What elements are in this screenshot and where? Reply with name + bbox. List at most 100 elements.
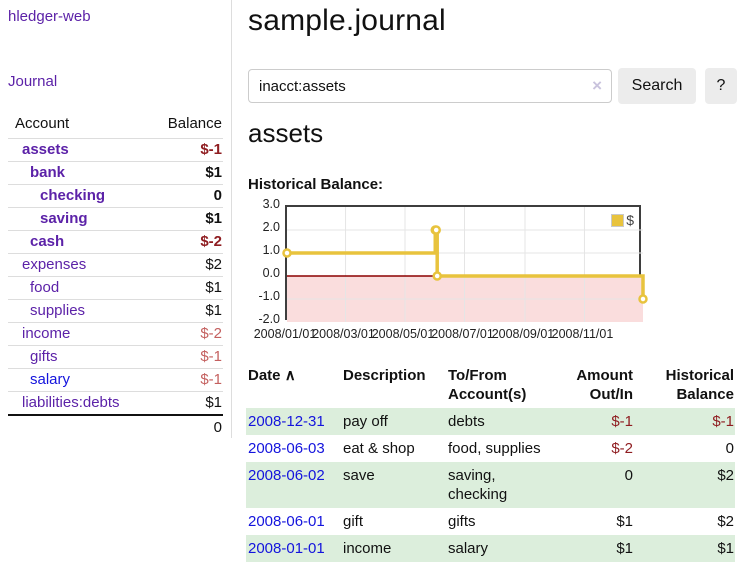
legend-label: $ [626, 212, 634, 228]
account-row: income $-2 [8, 322, 223, 346]
account-link[interactable]: food [30, 279, 60, 296]
transaction-accounts: gifts [448, 513, 476, 530]
account-balance: $1 [146, 391, 223, 415]
account-link[interactable]: income [22, 325, 71, 342]
header-balance: Historical Balance [665, 367, 734, 403]
account-balance: $-2 [146, 230, 223, 254]
transaction-date-link[interactable]: 2008-12-31 [248, 413, 325, 430]
account-row: cash $-2 [8, 230, 223, 254]
transaction-amount: $-2 [611, 440, 633, 457]
transaction-amount: 0 [624, 467, 633, 484]
account-balance: $1 [146, 161, 223, 185]
sidebar: hledger-web Journal Account Balance asse… [0, 0, 232, 439]
account-row: salary $-1 [8, 368, 223, 392]
transaction-date-link[interactable]: 2008-06-02 [248, 467, 325, 484]
transaction-balance: $-1 [712, 413, 734, 430]
page-title: sample.journal [248, 4, 446, 37]
header-accounts: To/From Account(s) [448, 367, 527, 403]
account-link[interactable]: bank [30, 164, 66, 181]
account-row: gifts $-1 [8, 345, 223, 369]
x-axis-tick-label: 2008/01/01 [253, 327, 317, 341]
nav-journal-link[interactable]: Journal [8, 73, 58, 90]
account-link[interactable]: checking [40, 187, 106, 204]
account-balance: $2 [146, 253, 223, 277]
account-link[interactable]: saving [40, 210, 88, 227]
search-form: × Search ? [248, 68, 737, 104]
search-input-wrap: × [248, 69, 612, 103]
register-row: 2008-06-03 eat & shop food, supplies $-2 0 [246, 435, 735, 462]
transaction-date-link[interactable]: 2008-01-01 [248, 540, 325, 557]
transaction-description: gift [343, 513, 364, 530]
transaction-amount: $1 [616, 540, 633, 557]
account-balance: $-1 [146, 368, 223, 392]
account-link[interactable]: cash [30, 233, 65, 250]
account-tree: Account Balance assets $-1 bank $1 checking 0… [8, 112, 223, 439]
account-link[interactable]: gifts [30, 348, 58, 365]
account-link[interactable]: assets [22, 141, 69, 158]
account-row: saving $1 [8, 207, 223, 231]
header-amount: Amount Out/In [576, 367, 633, 403]
transaction-date-link[interactable]: 2008-06-03 [248, 440, 325, 457]
transaction-balance: 0 [725, 440, 734, 457]
transaction-balance: $2 [717, 467, 734, 484]
account-link[interactable]: expenses [22, 256, 87, 273]
transaction-amount: $-1 [611, 413, 633, 430]
header-date[interactable]: Date ∧ [248, 367, 296, 384]
account-row: expenses $2 [8, 253, 223, 277]
transaction-accounts: saving, checking [448, 467, 508, 503]
sort-asc-icon: ∧ [284, 367, 296, 384]
account-link[interactable]: liabilities:debts [22, 394, 120, 411]
register-row: 2008-01-01 income salary $1 $1 [246, 535, 735, 562]
register-row: 2008-06-02 save saving, checking 0 $2 [246, 462, 735, 508]
account-rows: assets $-1 bank $1 checking 0 saving $1 cash $-2 e… [8, 138, 223, 415]
account-heading: assets [248, 118, 324, 148]
help-button[interactable]: ? [705, 68, 737, 104]
register-row: 2008-12-31 pay off debts $-1 $-1 [246, 408, 735, 435]
search-input[interactable] [248, 69, 612, 103]
transaction-balance: $2 [717, 513, 734, 530]
search-button[interactable]: Search [618, 68, 696, 104]
x-axis-tick-label: 2008/05/01 [371, 327, 435, 341]
account-balance: $1 [146, 207, 223, 231]
account-balance: 0 [146, 184, 223, 208]
y-axis-tick-label: -2.0 [258, 312, 280, 326]
account-link[interactable]: salary [30, 371, 71, 388]
chart-plot-area[interactable]: $ [282, 205, 648, 322]
transaction-description: eat & shop [343, 440, 415, 457]
register-row: 2008-06-01 gift gifts $1 $2 [246, 508, 735, 535]
transaction-date-link[interactable]: 2008-06-01 [248, 513, 325, 530]
app-title-link[interactable]: hledger-web [8, 8, 91, 25]
y-axis-tick-label: 2.0 [262, 220, 280, 234]
transaction-accounts: food, supplies [448, 440, 541, 457]
register-rows: 2008-12-31 pay off debts $-1 $-1 2008-06-03 ea… [246, 408, 735, 562]
transaction-accounts: salary [448, 540, 489, 557]
y-axis-tick-label: 1.0 [262, 243, 280, 257]
x-axis-tick-label: 2008/03/01 [312, 327, 375, 341]
x-axis-tick-label: 2008/09/01 [491, 327, 555, 341]
account-row: supplies $1 [8, 299, 223, 323]
chart-canvas [282, 207, 648, 322]
transaction-description: pay off [343, 413, 388, 430]
y-axis-tick-label: -1.0 [258, 289, 280, 303]
account-row: food $1 [8, 276, 223, 300]
main-content: sample.journal × Search ? assets Histori… [246, 0, 742, 562]
account-link[interactable]: supplies [30, 302, 86, 319]
y-axis-tick-label: 0.0 [262, 266, 280, 280]
account-row: bank $1 [8, 161, 223, 185]
account-row: checking 0 [8, 184, 223, 208]
transaction-accounts: debts [448, 413, 485, 430]
account-balance: $1 [146, 276, 223, 300]
account-balance: $1 [146, 299, 223, 323]
historical-balance-chart: 3.0 2.0 1.0 0.0 -1.0 -2.0 $ 2008/01/01 2008/03… [248, 197, 688, 345]
y-axis-tick-label: 3.0 [262, 197, 280, 211]
account-balance: $-1 [146, 138, 223, 162]
account-total-value: 0 [146, 414, 223, 439]
chart-legend: $ [611, 212, 634, 228]
transaction-balance: $1 [717, 540, 734, 557]
account-row: liabilities:debts $1 [8, 391, 223, 415]
legend-swatch-icon [611, 213, 625, 227]
clear-search-icon[interactable]: × [592, 76, 602, 95]
transaction-description: save [343, 467, 375, 484]
transaction-amount: $1 [616, 513, 633, 530]
balance-column-header: Balance [167, 115, 222, 132]
